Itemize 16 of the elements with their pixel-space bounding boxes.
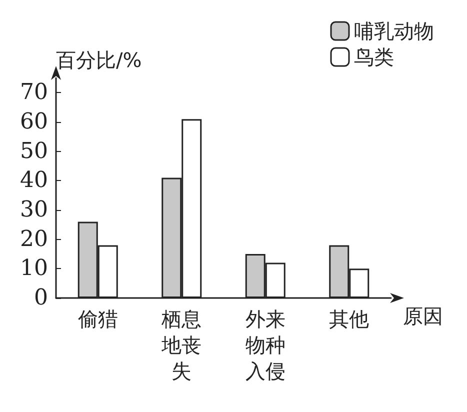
y-tick-label: 30 (20, 198, 48, 222)
x-tick-label: 外来物种入侵 (245, 307, 286, 383)
y-tick-label: 0 (34, 286, 48, 310)
x-tick-label: 其他 (329, 307, 370, 331)
y-tick-label: 20 (20, 226, 48, 252)
y-tick-label: 50 (20, 138, 48, 164)
legend-label: 哺乳动物 (354, 19, 434, 43)
y-tick-label: 60 (20, 110, 48, 134)
x-tick-label: 栖息地丧失 (160, 307, 202, 383)
y-tick-label: 70 (20, 80, 48, 106)
y-tick-label: 10 (20, 256, 48, 282)
y-tick-label: 40 (20, 168, 48, 194)
legend-label: 鸟类 (354, 45, 394, 69)
y-axis-title: 百分比/% (56, 48, 142, 72)
x-tick-label: 偷猎 (78, 307, 118, 331)
x-axis-title: 原因 (403, 304, 443, 328)
